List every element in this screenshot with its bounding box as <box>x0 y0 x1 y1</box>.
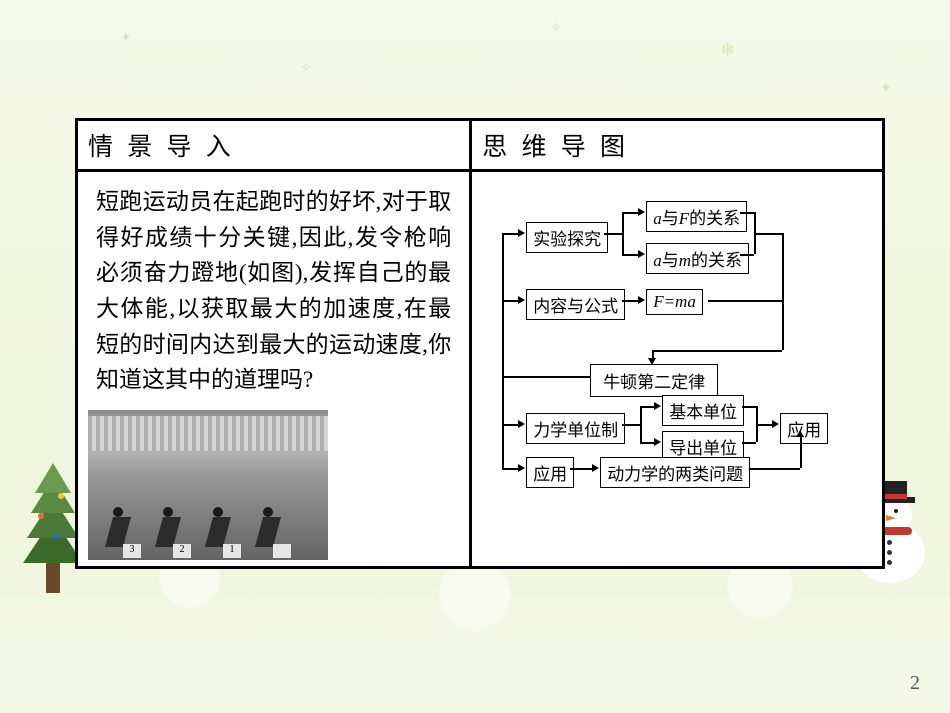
runner-photo: 3 2 1 <box>88 410 328 560</box>
header-scenario: 情 景 导 入 <box>77 120 471 171</box>
snowflake-icon: ❄ <box>720 40 735 61</box>
page-number: 2 <box>910 672 920 695</box>
node-formula: F=ma <box>646 289 703 315</box>
node-units: 力学单位制 <box>526 413 625 444</box>
content-table: 情 景 导 入 思 维 导 图 短跑运动员在起跑时的好坏,对于取得好成绩十分关键… <box>75 118 885 569</box>
mind-map-diagram: 实验探究 a与F的关系 a与m的关系 内容与 <box>482 178 872 558</box>
scenario-text: 短跑运动员在起跑时的好坏,对于取得好成绩十分关键,因此,发令枪响必须奋力蹬地(如… <box>88 178 459 406</box>
node-apply: 应用 <box>780 413 828 444</box>
node-apply2: 应用 <box>526 457 574 488</box>
node-root: 牛顿第二定律 <box>590 364 718 397</box>
node-experiment: 实验探究 <box>526 222 608 253</box>
node-am: a与m的关系 <box>646 243 749 274</box>
snowflake-icon: ✦ <box>880 80 892 97</box>
snowflake-icon: ✧ <box>550 20 562 37</box>
node-aF: a与F的关系 <box>646 201 747 232</box>
snowflake-icon: ✦ <box>120 30 132 47</box>
snowflake-icon: ✧ <box>300 60 312 77</box>
node-base: 基本单位 <box>662 395 744 426</box>
node-problems: 动力学的两类问题 <box>600 457 750 488</box>
header-mindmap: 思 维 导 图 <box>471 120 884 171</box>
node-content: 内容与公式 <box>526 289 625 320</box>
